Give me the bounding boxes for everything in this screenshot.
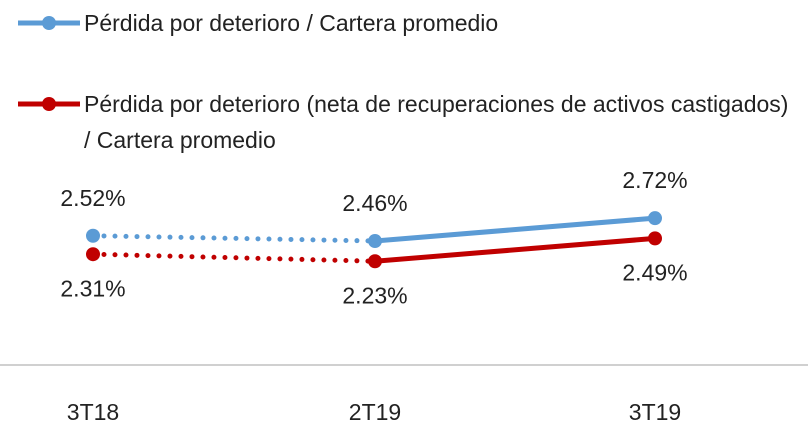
- data-label: 2.46%: [342, 190, 407, 216]
- x-tick-label: 3T19: [629, 399, 681, 423]
- line-segment: [90, 233, 378, 244]
- marker: [648, 231, 662, 246]
- marker: [368, 234, 382, 249]
- data-label: 2.52%: [60, 185, 125, 211]
- marker: [86, 228, 100, 243]
- data-label: 2.23%: [342, 282, 407, 308]
- marker: [368, 254, 382, 269]
- x-tick-label: 3T18: [67, 399, 119, 423]
- line-segment: [374, 235, 656, 264]
- marker: [648, 211, 662, 226]
- data-label: 2.31%: [60, 275, 125, 301]
- legend-swatch: [18, 97, 80, 111]
- legend-marker: [42, 97, 56, 111]
- legend-swatch: [18, 16, 80, 30]
- legend-label: Pérdida por deterioro (neta de recuperac…: [84, 91, 789, 153]
- data-label: 2.49%: [622, 259, 687, 285]
- line-segment: [90, 251, 378, 264]
- legend-entry: Pérdida por deterioro (neta de recuperac…: [18, 86, 798, 158]
- line-segment: [374, 215, 656, 244]
- legend-entry: Pérdida por deterioro / Cartera promedio: [18, 5, 798, 41]
- legend-label: Pérdida por deterioro / Cartera promedio: [84, 10, 499, 36]
- data-label: 2.72%: [622, 167, 687, 193]
- marker: [86, 247, 100, 262]
- x-tick-label: 2T19: [349, 399, 401, 423]
- legend-marker: [42, 16, 56, 30]
